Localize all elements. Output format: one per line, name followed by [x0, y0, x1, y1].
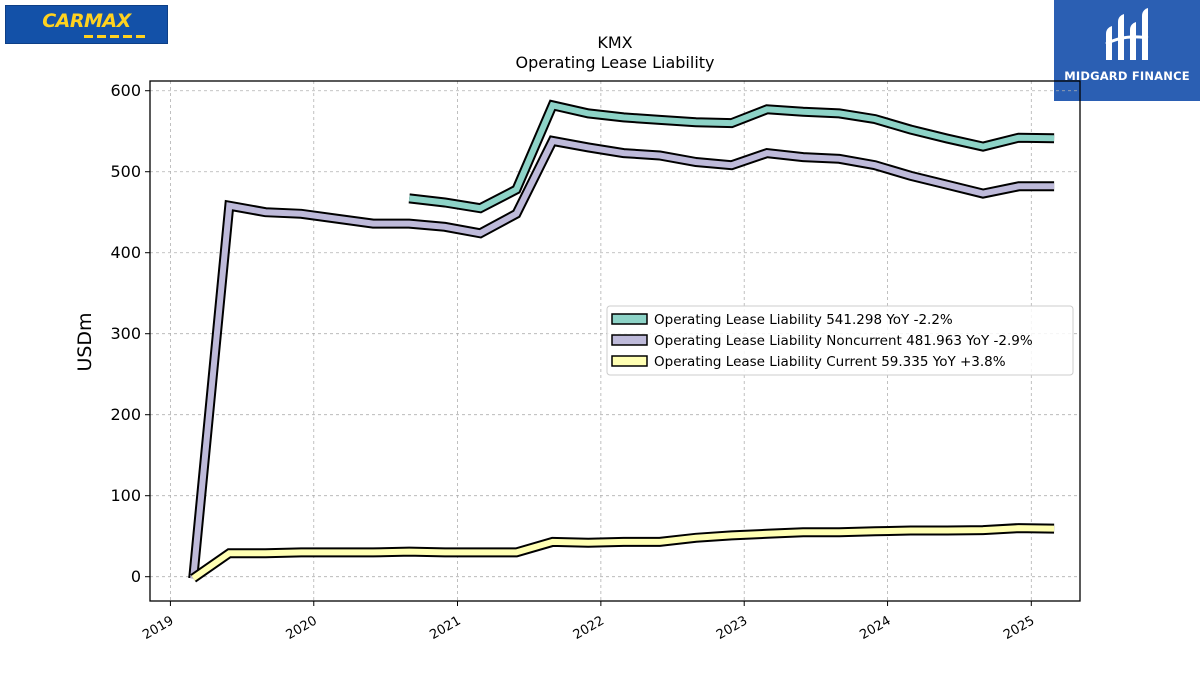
x-tick-label: 2019 [140, 613, 176, 643]
series-2 [188, 135, 1055, 579]
x-tick-label: 2024 [857, 613, 893, 643]
y-tick-label: 300 [110, 324, 141, 343]
x-tick-label: 2022 [571, 613, 607, 643]
y-tick-label: 100 [110, 486, 141, 505]
midgard-finance-text: MIDGARD FINANCE [1064, 69, 1190, 83]
chart-title: KMX [597, 33, 632, 52]
x-tick-label: 2025 [1001, 613, 1037, 643]
series-line [408, 101, 1055, 212]
series-line [190, 137, 1055, 579]
midgard-finance-logo: MIDGARD FINANCE [1054, 0, 1200, 101]
x-tick-label: 2021 [427, 613, 463, 643]
series-line [191, 525, 1055, 581]
series-1 [408, 99, 1055, 214]
legend-swatch [611, 334, 648, 346]
x-tick-label: 2020 [284, 613, 320, 643]
legend-frame [606, 305, 1074, 376]
y-tick-label: 600 [110, 81, 141, 100]
legend-label: Operating Lease Liability Current 59.335… [654, 354, 1006, 370]
y-tick-label: 500 [110, 162, 141, 181]
y-tick-label: 200 [110, 405, 141, 424]
x-tick-label: 2023 [714, 613, 750, 643]
carmax-logo-dashes [84, 35, 146, 38]
plot-frame [149, 80, 1081, 602]
legend: Operating Lease Liability 541.298 YoY -2… [606, 305, 1074, 376]
series-3 [190, 523, 1055, 583]
chart-subtitle: Operating Lease Liability [515, 53, 714, 72]
carmax-logo: CARMAX [5, 5, 168, 44]
legend-label: Operating Lease Liability Noncurrent 481… [654, 333, 1033, 349]
legend-swatch [611, 313, 648, 325]
midgard-emblem-icon [1105, 8, 1149, 60]
y-axis-label: USDm [74, 312, 96, 371]
legend-item: Operating Lease Liability Current 59.335… [611, 354, 1006, 370]
y-tick-label: 400 [110, 243, 141, 262]
y-tick-label: 0 [131, 567, 141, 586]
legend-label: Operating Lease Liability 541.298 YoY -2… [654, 312, 953, 328]
legend-item: Operating Lease Liability Noncurrent 481… [611, 333, 1033, 349]
legend-swatch [611, 355, 648, 367]
series-layer [188, 99, 1055, 583]
carmax-logo-text: CARMAX [42, 10, 131, 32]
legend-item: Operating Lease Liability 541.298 YoY -2… [611, 312, 953, 328]
